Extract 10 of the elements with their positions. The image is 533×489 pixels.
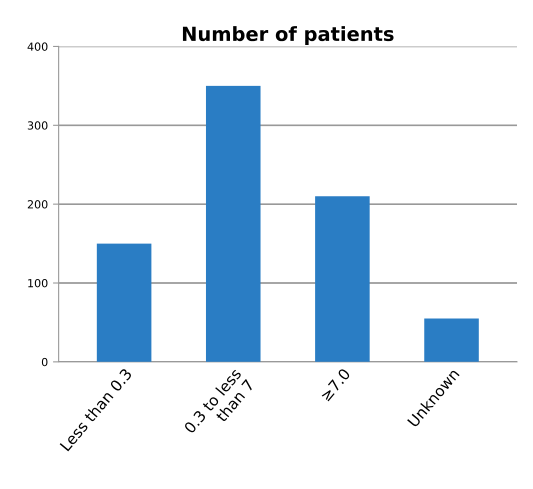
bar <box>315 196 370 362</box>
y-tick-label: 300 <box>28 121 48 130</box>
chart-title: Number of patients <box>182 26 394 45</box>
y-tick-label: 100 <box>28 278 48 288</box>
y-tick-label: 200 <box>28 200 48 209</box>
bar <box>96 244 152 362</box>
y-tick-label: 400 <box>28 42 48 51</box>
bar <box>206 86 261 362</box>
y-tick-label: 0 <box>42 358 48 366</box>
bar <box>424 318 479 362</box>
